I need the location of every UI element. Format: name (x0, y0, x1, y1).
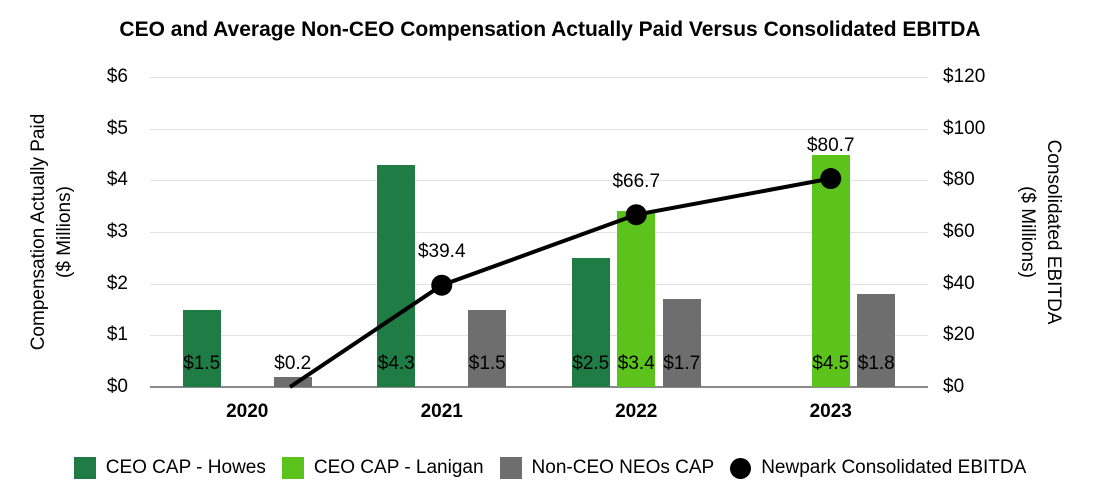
legend-square-swatch-icon (281, 457, 304, 479)
left-tick-1: $5 (106, 117, 128, 139)
legend-item-non-ceo-neos-cap: Non-CEO NEOs CAP (499, 457, 715, 479)
right-tick-3: $60 (943, 221, 975, 242)
left-tick-5: $1 (106, 324, 128, 346)
bar-label-non-ceo-neos-cap-2022: $1.7 (663, 353, 701, 374)
legend-item-ceo-cap-lanigan: CEO CAP - Lanigan (281, 457, 484, 479)
gridline (150, 128, 928, 130)
category-label-2023: 2023 (809, 401, 852, 422)
bar-ceo-cap-howes-2020 (182, 309, 221, 387)
ebitda-label-2022: $66.7 (612, 170, 661, 192)
legend-square-swatch-icon (73, 457, 96, 479)
left-tick-0: $6 (106, 66, 128, 87)
right-tick-0: $120 (943, 66, 986, 87)
right-tick-6: $0 (943, 376, 965, 397)
gridline (150, 180, 928, 182)
gridline (150, 335, 928, 337)
bar-label-non-ceo-neos-cap-2023: $1.8 (857, 353, 895, 374)
ebitda-marker-2022 (625, 204, 647, 226)
bar-ceo-cap-lanigan-2023 (811, 154, 850, 387)
bar-ceo-cap-howes-2021 (377, 164, 416, 387)
bar-ceo-cap-howes-2022 (571, 257, 610, 387)
gridline (150, 232, 928, 233)
legend-label: CEO CAP - Howes (105, 457, 266, 478)
category-label-2020: 2020 (226, 401, 269, 422)
right-tick-4: $40 (943, 272, 975, 294)
bar-label-ceo-cap-howes-2022: $2.5 (572, 353, 610, 374)
bar-label-non-ceo-neos-cap-2021: $1.5 (468, 353, 506, 374)
bar-ceo-cap-lanigan-2022 (617, 211, 656, 387)
legend-label: Newpark Consolidated EBITDA (761, 457, 1027, 478)
bar-label-ceo-cap-lanigan-2023: $4.5 (812, 353, 850, 374)
legend-item-ceo-cap-howes: CEO CAP - Howes (73, 457, 266, 479)
bar-non-ceo-neos-cap-2023 (857, 294, 896, 387)
ebitda-line-layer (288, 168, 842, 389)
bar-non-ceo-neos-cap-2022 (662, 299, 701, 387)
gridline (150, 283, 928, 285)
bar-non-ceo-neos-cap-2020 (273, 376, 312, 387)
bar-non-ceo-neos-cap-2021 (468, 309, 507, 387)
bar-label-ceo-cap-lanigan-2022: $3.4 (617, 353, 655, 374)
right-tick-1: $100 (943, 117, 986, 139)
right-tick-2: $80 (943, 169, 975, 191)
ebitda-marker-2021 (431, 274, 453, 296)
ebitda-label-2021: $39.4 (417, 241, 466, 263)
plot-area: $1.5 $4.3 $2.5 $3.4 $4.5 $0.2 $1.5 $1.7 $1.8 $39.… (150, 77, 928, 389)
left-tick-3: $3 (106, 221, 128, 242)
chart-title: CEO and Average Non-CEO Compensation Act… (119, 18, 981, 41)
ebitda-line (288, 176, 832, 389)
legend-label: CEO CAP - Lanigan (313, 457, 484, 478)
legend-item-newpark-consolidated-ebitda: Newpark Consolidated EBITDA (730, 457, 1026, 479)
left-tick-6: $0 (106, 376, 128, 397)
bar-label-non-ceo-neos-cap-2020: $0.2 (274, 353, 312, 374)
legend: CEO CAP - Howes CEO CAP - Lanigan Non-CEO … (0, 452, 1100, 484)
x-axis-line (150, 386, 928, 388)
legend-circle-marker-icon (730, 457, 752, 479)
legend-square-swatch-icon (499, 457, 522, 479)
ebitda-marker-2023 (820, 168, 842, 190)
legend-label: Non-CEO NEOs CAP (531, 457, 715, 478)
left-tick-4: $2 (106, 272, 128, 294)
category-label-2021: 2021 (420, 401, 463, 422)
left-tick-2: $4 (106, 169, 128, 191)
gridline (150, 77, 928, 78)
category-label-2022: 2022 (615, 401, 658, 422)
bar-label-ceo-cap-howes-2020: $1.5 (183, 353, 221, 374)
bar-label-ceo-cap-howes-2021: $4.3 (377, 353, 415, 374)
ebitda-label-2023: $80.7 (806, 134, 855, 156)
right-tick-5: $20 (943, 324, 975, 346)
